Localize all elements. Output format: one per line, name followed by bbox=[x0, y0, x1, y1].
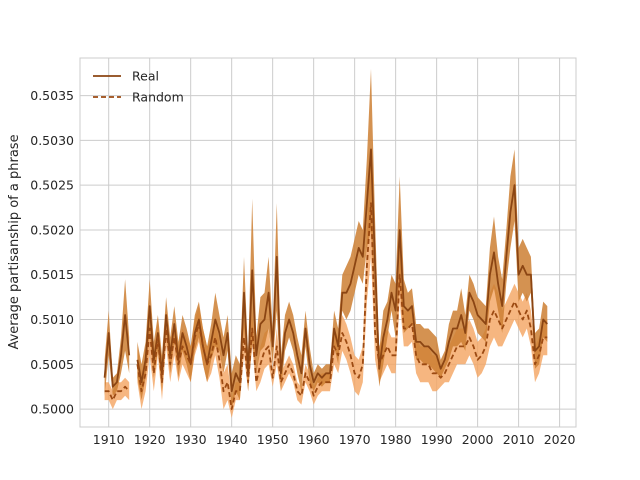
y-tick-label: 0.5025 bbox=[30, 178, 74, 193]
x-tick-label: 1920 bbox=[134, 432, 166, 447]
x-tick-label: 1960 bbox=[298, 432, 330, 447]
x-tick-label: 1940 bbox=[216, 432, 248, 447]
x-tick-label: 2000 bbox=[462, 432, 494, 447]
x-tick-label: 2010 bbox=[503, 432, 535, 447]
y-tick-label: 0.5015 bbox=[30, 267, 74, 282]
plot-frame bbox=[79, 57, 577, 428]
x-tick-label: 1980 bbox=[380, 432, 412, 447]
legend: Real Random bbox=[93, 69, 184, 105]
y-axis-ticks: 0.5000 0.5005 0.5010 0.5015 0.5020 0.5025 0.50… bbox=[30, 88, 74, 416]
x-axis-ticks: 1910 1920 1930 1940 1950 1960 1970 1980 1990 2000… bbox=[93, 432, 576, 447]
series-lines bbox=[103, 148, 548, 411]
y-tick-label: 0.5030 bbox=[30, 133, 74, 148]
y-axis-label: Average partisanship of a phrase bbox=[7, 134, 22, 349]
y-tick-label: 0.5020 bbox=[30, 222, 74, 237]
y-tick-label: 0.5000 bbox=[30, 402, 74, 417]
legend-label-random: Random bbox=[132, 90, 184, 105]
x-tick-label: 1950 bbox=[257, 432, 289, 447]
series-line-random bbox=[136, 202, 548, 411]
y-tick-label: 0.5035 bbox=[30, 88, 74, 103]
x-tick-label: 1910 bbox=[93, 432, 125, 447]
y-tick-label: 0.5005 bbox=[30, 357, 74, 372]
x-tick-label: 1990 bbox=[421, 432, 453, 447]
series-line-random bbox=[104, 385, 130, 402]
band-random bbox=[104, 377, 130, 410]
legend-label-real: Real bbox=[132, 69, 159, 84]
y-tick-label: 0.5010 bbox=[30, 312, 74, 327]
x-tick-label: 1970 bbox=[339, 432, 371, 447]
band-real bbox=[137, 68, 548, 410]
x-tick-label: 2020 bbox=[544, 432, 576, 447]
series-line-real bbox=[103, 314, 131, 388]
x-tick-label: 1930 bbox=[175, 432, 207, 447]
